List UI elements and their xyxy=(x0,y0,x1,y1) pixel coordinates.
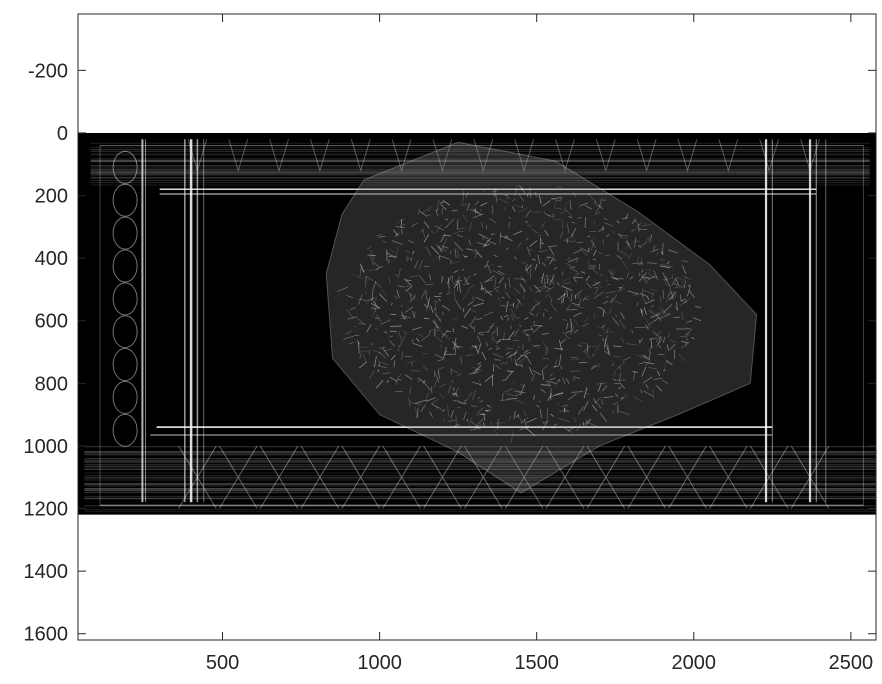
y-tick-label-1600: 1600 xyxy=(24,624,69,646)
y-tick-label-1000: 1000 xyxy=(24,436,69,458)
y-tick-label-1200: 1200 xyxy=(24,499,69,521)
y-tick-label-600: 600 xyxy=(35,311,68,333)
y-tick-label-200: 200 xyxy=(35,186,68,208)
x-tick-label-500: 500 xyxy=(206,652,239,674)
y-tick-label-1400: 1400 xyxy=(24,561,69,583)
image-layer xyxy=(78,133,876,515)
y-tick-label-400: 400 xyxy=(35,248,68,270)
x-tick-label-1500: 1500 xyxy=(514,652,559,674)
x-tick-label-2500: 2500 xyxy=(829,652,874,674)
x-tick-label-2000: 2000 xyxy=(672,652,717,674)
x-tick-label-1000: 1000 xyxy=(357,652,402,674)
y-tick-label--200: -200 xyxy=(28,60,68,82)
y-tick-label-0: 0 xyxy=(57,123,68,145)
y-tick-label-800: 800 xyxy=(35,373,68,395)
